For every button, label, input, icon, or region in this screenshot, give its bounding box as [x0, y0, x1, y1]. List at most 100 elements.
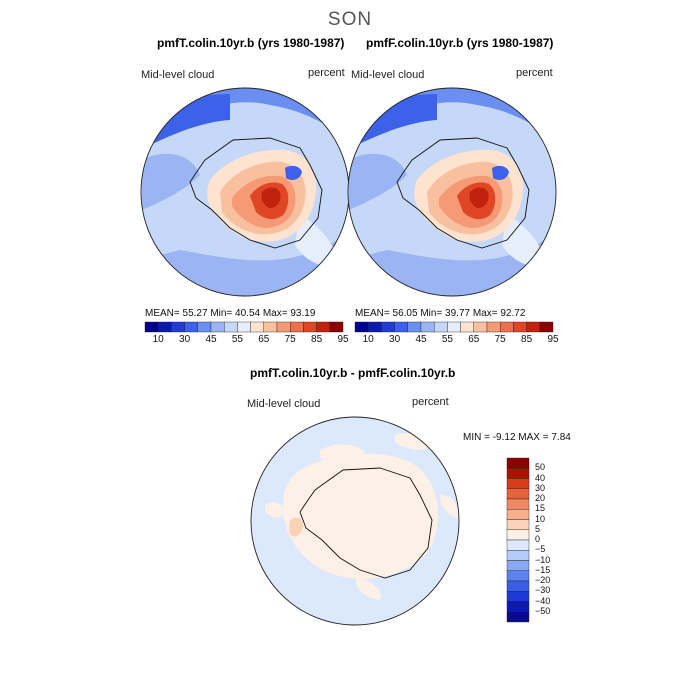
diff-colorbar-swatch	[506, 601, 530, 612]
colorbar-swatch	[237, 321, 251, 333]
panel1-field-label: Mid-level cloud	[141, 69, 215, 81]
diff-colorbar-swatch	[506, 611, 530, 623]
diff-colorbar-tick-label: −15	[535, 564, 551, 575]
colorbar-tick-label: 85	[311, 334, 323, 345]
diff-colorbar-tick-label: −20	[535, 575, 551, 585]
diff-colorbar-tick-label: 40	[535, 472, 546, 483]
diff-boundary	[250, 416, 460, 626]
colorbar-tick-label: 10	[152, 334, 164, 345]
diff-colorbar-tick-label: 10	[535, 513, 546, 524]
panel1-stats: MEAN= 55.27 Min= 40.54 Max= 93.19	[145, 308, 316, 319]
map2-pacific-band	[349, 153, 407, 210]
colorbar-swatch	[368, 321, 382, 333]
diff-patch-west	[265, 502, 285, 518]
diff-peninsula-positive	[289, 517, 304, 537]
colorbar-swatch	[276, 321, 291, 333]
diff-field-label: Mid-level cloud	[247, 398, 321, 410]
panel2-field-label: Mid-level cloud	[351, 69, 425, 81]
panel2-title: pmfF.colin.10yr.b (yrs 1980-1987)	[366, 36, 554, 50]
diff-colorbar-tick-label: 20	[535, 493, 546, 503]
diff-units-label: percent	[412, 396, 449, 408]
colorbar-swatch	[171, 321, 185, 333]
diff-colorbar-swatch	[506, 468, 530, 479]
diff-colorbar-swatch	[506, 591, 530, 602]
map2-lower-band	[348, 230, 556, 296]
diff-colorbar-swatch	[506, 498, 530, 510]
colorbar-swatch	[500, 321, 514, 333]
colorbar-swatch	[526, 321, 540, 333]
colorbar-swatch	[381, 321, 395, 333]
panel2-units-label: percent	[516, 67, 553, 79]
colorbar-swatch	[407, 321, 422, 333]
season-title: SON	[327, 9, 373, 30]
diff-antarctica-coastline	[299, 467, 433, 579]
colorbar-tick-label: 45	[205, 334, 217, 345]
colorbar-tick-label: 75	[494, 334, 506, 345]
diff-colorbar-swatch	[506, 457, 530, 469]
colorbar-swatch	[223, 321, 238, 333]
panel1-title: pmfT.colin.10yr.b (yrs 1980-1987)	[157, 36, 345, 50]
colorbar1	[144, 321, 344, 333]
colorbar-swatch	[250, 321, 265, 333]
colorbar-tick-label: 95	[337, 334, 349, 345]
map1-antarctic-peak	[261, 187, 281, 208]
colorbar-swatch	[354, 321, 369, 333]
colorbar-swatch	[290, 321, 304, 333]
colorbar-swatch	[263, 321, 278, 333]
diff-colorbar-swatch	[506, 550, 530, 561]
map-panel1	[140, 87, 350, 297]
colorbar-swatch	[447, 321, 461, 333]
diff-colorbar-swatch	[506, 539, 530, 551]
panel2-stats: MEAN= 56.05 Min= 39.77 Max= 92.72	[355, 308, 526, 319]
colorbar-swatch	[197, 321, 212, 333]
diff-colorbar-tick-label: 15	[535, 503, 546, 514]
diff-colorbar-tick-label: −5	[535, 544, 546, 555]
diff-colorbar-tick-label: 5	[535, 523, 541, 534]
colorbar2	[354, 321, 554, 333]
colorbar-swatch	[210, 321, 225, 333]
colorbar-swatch	[329, 321, 344, 333]
colorbar-swatch	[539, 321, 554, 333]
diff-colorbar-tick-label: 50	[535, 462, 546, 473]
colorbar-tick-label: 85	[521, 334, 533, 345]
colorbar-tick-label: 30	[179, 334, 191, 345]
colorbar-tick-label: 10	[362, 334, 374, 345]
map1-ross-low	[285, 165, 302, 180]
diff-panel-title: pmfT.colin.10yr.b - pmfF.colin.10yr.b	[250, 366, 456, 380]
colorbar-tick-label: 65	[258, 334, 270, 345]
colorbar-tick-label: 30	[389, 334, 401, 345]
diff-colorbar-swatch	[506, 519, 530, 530]
colorbar-tick-label: 75	[284, 334, 296, 345]
diff-colorbar-swatch	[506, 560, 530, 571]
diff-colorbar-tick-label: −10	[535, 554, 551, 565]
diff-colorbar-tick-label: −50	[535, 605, 551, 616]
diff-colorbar-tick-label: −30	[535, 585, 551, 596]
colorbar-tick-label: 65	[468, 334, 480, 345]
map2-boundary	[347, 87, 557, 297]
map2-ross-low	[492, 165, 509, 180]
colorbar-swatch	[144, 321, 159, 333]
colorbar-swatch	[184, 321, 199, 333]
diff-colorbar-swatch	[506, 478, 530, 489]
diff-patch-east	[440, 495, 459, 518]
diff-colorbar-swatch	[506, 488, 530, 500]
colorbar-swatch	[316, 321, 331, 333]
diff-colorbar-swatch	[506, 580, 530, 592]
colorbar-tick-label: 95	[547, 334, 559, 345]
diff-colorbar-swatch	[506, 509, 530, 520]
colorbar-swatch	[157, 321, 172, 333]
colorbar-swatch	[513, 321, 527, 333]
colorbar-swatch	[460, 321, 475, 333]
diff-patch-north	[320, 444, 365, 462]
map-diff	[250, 416, 460, 626]
colorbar-swatch	[486, 321, 501, 333]
diff-colorbar-tick-label: −40	[535, 595, 551, 606]
map2-antarctic-peak	[469, 187, 489, 208]
colorbar-swatch	[394, 321, 409, 333]
panel1-units-label: percent	[308, 67, 345, 79]
map1-antarctica-coastline	[189, 137, 323, 249]
diff-patch-ne	[395, 433, 430, 450]
colorbar-swatch	[434, 321, 448, 333]
map2-antarctica-coastline	[396, 137, 530, 249]
map-panel2	[347, 87, 557, 297]
